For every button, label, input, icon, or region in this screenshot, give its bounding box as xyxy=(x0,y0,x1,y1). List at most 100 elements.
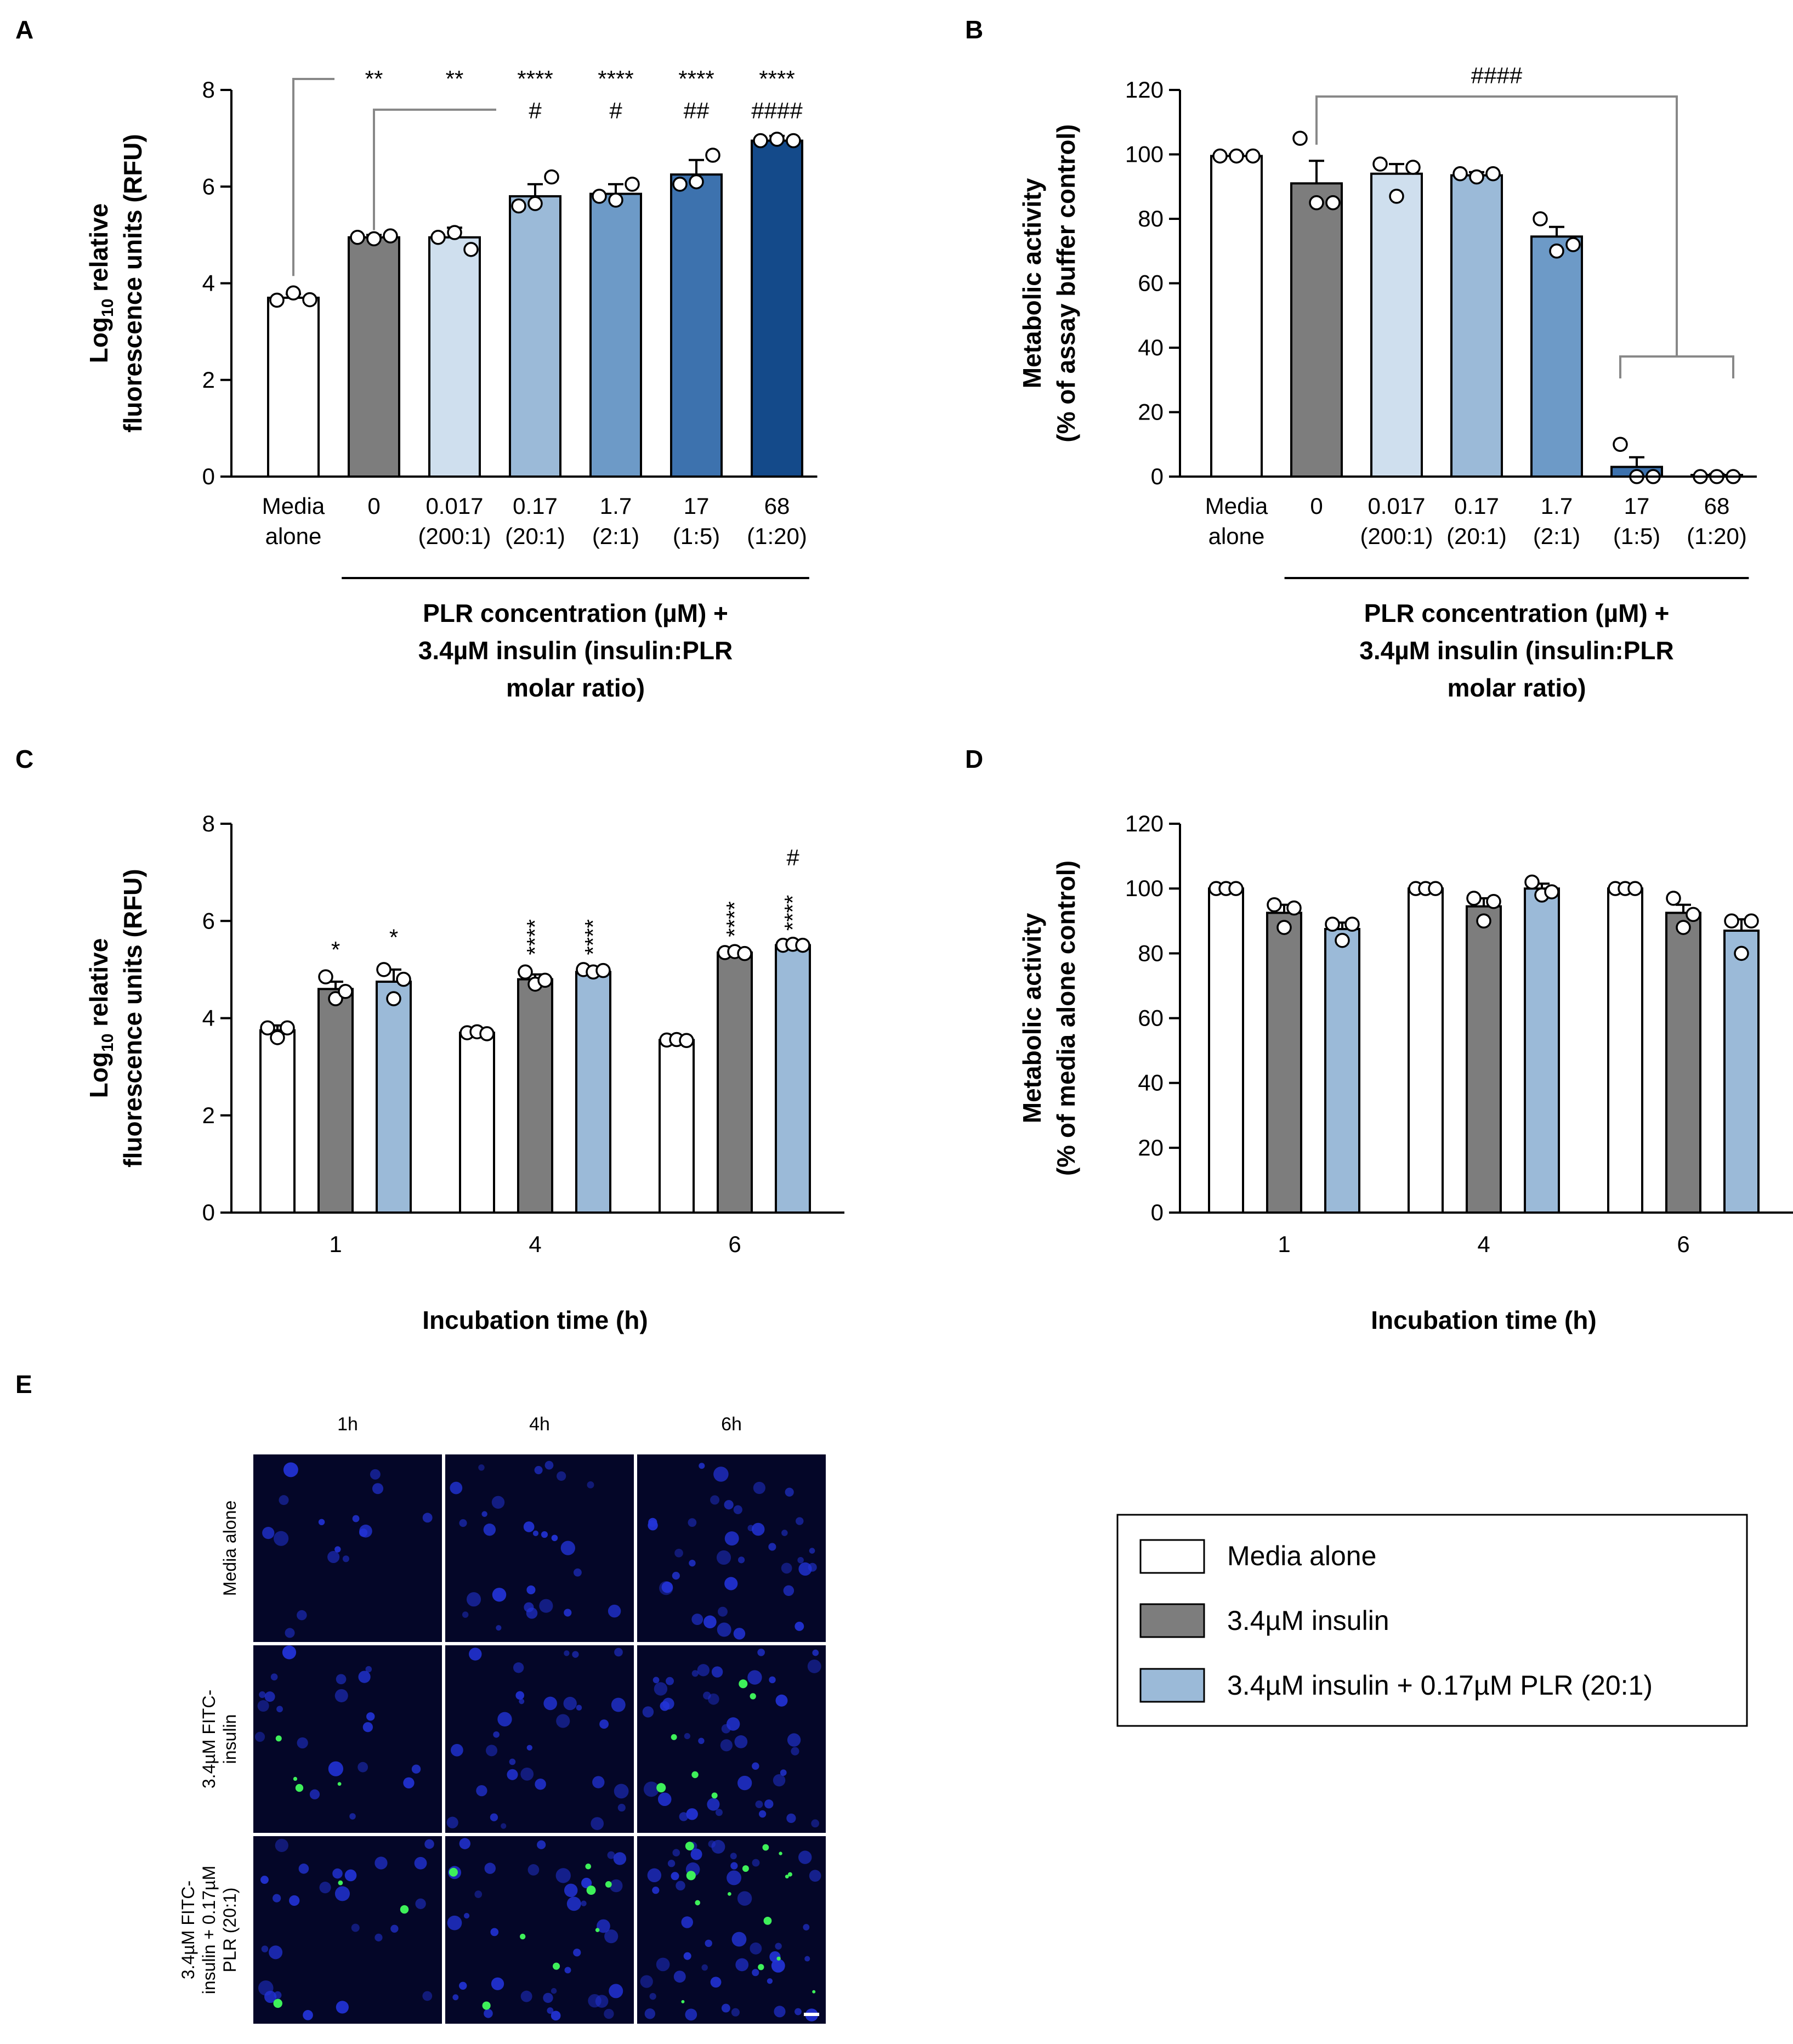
chart-c-significance-label: **** xyxy=(780,895,805,931)
nucleus-spot xyxy=(365,1666,372,1673)
nucleus-spot xyxy=(270,1673,278,1681)
nucleus-spot xyxy=(298,1864,309,1874)
nucleus-spot xyxy=(737,1556,745,1564)
nucleus-spot xyxy=(750,1942,762,1955)
chart-c-x-tick-label: 6 xyxy=(728,1231,741,1257)
fitc-spot xyxy=(785,1875,789,1879)
nucleus-spot xyxy=(724,1577,738,1590)
nucleus-spot xyxy=(334,1689,348,1702)
panel-letter-e: E xyxy=(15,1370,32,1398)
nucleus-spot xyxy=(803,1924,810,1930)
chart-b-bar xyxy=(1370,172,1423,478)
nucleus-spot xyxy=(768,1543,776,1551)
nucleus-spot xyxy=(573,1949,581,1957)
nucleus-spot xyxy=(683,1952,691,1960)
nucleus-spot xyxy=(414,1856,427,1870)
nucleus-spot xyxy=(254,1731,265,1742)
fitc-spot xyxy=(293,1776,298,1781)
nucleus-spot xyxy=(297,1737,308,1749)
nucleus-spot xyxy=(591,1817,604,1830)
nucleus-spot xyxy=(526,1745,532,1751)
microscopy-tile xyxy=(445,1454,634,1642)
chart-d-data-point xyxy=(1686,907,1701,922)
chart-b-x-tick-label: (2:1) xyxy=(1533,523,1580,549)
nucleus-spot xyxy=(520,1767,534,1781)
nucleus-spot xyxy=(731,2008,740,2017)
nucleus-spot xyxy=(703,1615,717,1629)
nucleus-spot xyxy=(643,1781,659,1797)
chart-d-x-tick-label: 4 xyxy=(1477,1231,1490,1257)
chart-c: 0 2 4 6 8 Log10 relative fluorescence units (R… xyxy=(84,811,844,1334)
nucleus-spot xyxy=(773,1774,786,1787)
nucleus-spot xyxy=(259,1691,266,1698)
nucleus-spot xyxy=(672,1849,680,1857)
nucleus-spot xyxy=(319,1882,331,1894)
chart-c-data-point xyxy=(479,1026,495,1041)
nucleus-spot xyxy=(769,1676,776,1684)
nucleus-spot xyxy=(785,1487,794,1497)
chart-a-data-point xyxy=(705,148,720,163)
chart-c-bar xyxy=(376,981,412,1214)
nucleus-spot xyxy=(781,1562,792,1574)
fitc-spot xyxy=(681,2000,685,2003)
chart-c-significance-label: # xyxy=(786,845,799,870)
chart-a-data-point xyxy=(689,174,704,190)
chart-a-y-tick-label: 2 xyxy=(202,367,215,393)
chart-c-significance-label: **** xyxy=(580,919,606,955)
microscopy-panel: 1h 4h 6h Media alone 3.4µM FITC-insulin 3.4µM… xyxy=(178,1414,826,2024)
chart-b-y-tick-label: 100 xyxy=(1125,141,1164,167)
nucleus-spot xyxy=(269,1945,283,1960)
chart-a-x-label: 3.4µM insulin (insulin:PLR xyxy=(418,636,733,665)
nucleus-spot xyxy=(609,1984,623,1998)
chart-a-x-tick-label: 17 xyxy=(684,493,710,519)
chart-b-bracket-sub xyxy=(1619,355,1734,378)
fitc-spot xyxy=(656,1783,666,1793)
nucleus-spot xyxy=(599,1719,609,1729)
nucleus-spot xyxy=(737,1775,752,1791)
nucleus-spot xyxy=(459,1981,467,1990)
nucleus-spot xyxy=(297,1610,307,1621)
chart-c-data-point xyxy=(260,1020,275,1035)
microscopy-background xyxy=(253,1454,442,1642)
fitc-spot xyxy=(739,1679,748,1689)
nucleus-spot xyxy=(537,1840,546,1849)
nucleus-spot xyxy=(764,1799,774,1809)
chart-b-x-label: molar ratio) xyxy=(1447,673,1586,702)
microscopy-background xyxy=(637,1454,826,1642)
nucleus-spot xyxy=(370,1469,381,1480)
legend: Media alone 3.4µM insulin 3.4µM insulin … xyxy=(1116,1514,1748,1727)
nucleus-spot xyxy=(708,1693,719,1705)
nucleus-spot xyxy=(501,1823,507,1829)
nucleus-spot xyxy=(727,1870,741,1886)
nucleus-spot xyxy=(691,1613,703,1626)
chart-c-bar xyxy=(659,1039,695,1214)
chart-d-bar xyxy=(1723,929,1760,1214)
nucleus-spot xyxy=(260,1876,269,1884)
nucleus-spot xyxy=(535,1778,546,1790)
chart-c-significance-label: **** xyxy=(722,901,747,937)
nucleus-spot xyxy=(811,1819,820,1828)
fitc-spot xyxy=(553,1962,560,1970)
panel-letter-d: D xyxy=(965,745,983,773)
nucleus-spot xyxy=(592,1776,605,1788)
chart-a-x-tick-label: (2:1) xyxy=(592,523,639,549)
chart-a-significance-label: #### xyxy=(751,98,803,123)
chart-b-x-label: PLR concentration (µM) + xyxy=(1364,599,1670,627)
nucleus-spot xyxy=(735,1958,749,1972)
chart-d-bar xyxy=(1266,911,1302,1214)
nucleus-spot xyxy=(422,1991,433,2001)
nucleus-spot xyxy=(574,1568,582,1577)
nucleus-spot xyxy=(711,1666,723,1678)
chart-a-y-tick-label: 4 xyxy=(202,270,215,296)
chart-a-y-label-line2: fluorescence units (RFU) xyxy=(118,134,147,432)
chart-b-bar xyxy=(1210,155,1263,478)
chart-d-y-tick-label: 20 xyxy=(1138,1135,1164,1160)
nucleus-spot xyxy=(609,1879,623,1893)
chart-b-data-point xyxy=(1245,148,1261,164)
nucleus-spot xyxy=(690,1848,702,1860)
chart-a-significance-label: **** xyxy=(517,66,553,92)
nucleus-spot xyxy=(336,2001,349,2014)
chart-a-data-point xyxy=(350,230,365,245)
nucleus-spot xyxy=(462,1611,469,1618)
nucleus-spot xyxy=(721,2003,730,2013)
